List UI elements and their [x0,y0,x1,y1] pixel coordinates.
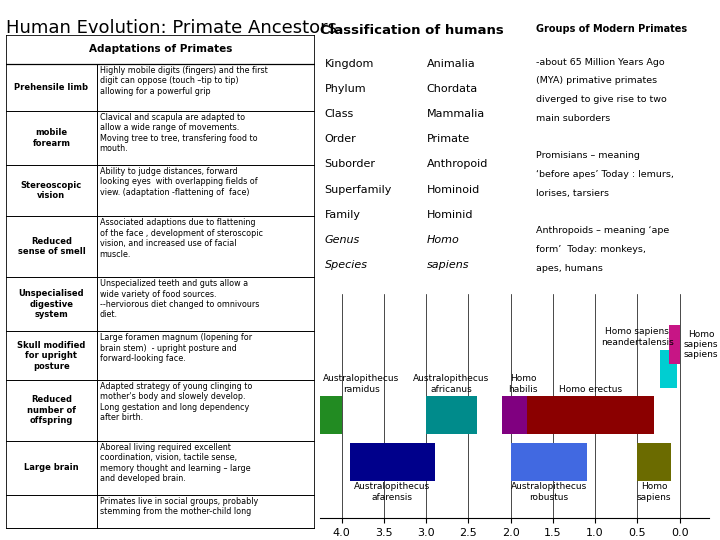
Text: Family: Family [325,210,361,220]
Text: (MYA) primative primates: (MYA) primative primates [536,76,657,85]
Text: Animalia: Animalia [426,59,475,69]
Text: Australopithecus
afarensis: Australopithecus afarensis [354,482,431,502]
Bar [502,396,544,434]
Text: lorises, tarsiers: lorises, tarsiers [536,188,609,198]
Text: Mammalia: Mammalia [426,109,485,119]
Text: -about 65 Million Years Ago: -about 65 Million Years Ago [536,58,665,66]
Text: Skull modified
for upright
posture: Skull modified for upright posture [17,341,86,370]
Text: Highly mobile digits (fingers) and the first
digit can oppose (touch –tip to tip: Highly mobile digits (fingers) and the f… [99,66,267,96]
Text: Superfamily: Superfamily [325,185,392,194]
Text: Phylum: Phylum [325,84,366,94]
Text: Large brain: Large brain [24,463,78,472]
Text: Homo
habilis: Homo habilis [508,374,538,394]
Text: Australopithecus
robustus: Australopithecus robustus [510,482,587,502]
Text: Australopithecus
ramidus: Australopithecus ramidus [323,374,399,394]
Text: Species: Species [325,260,368,270]
Bar [528,396,654,434]
Text: Unspecialised
digestive
system: Unspecialised digestive system [19,289,84,319]
Text: Anthropoid: Anthropoid [426,159,488,170]
Text: Homo sapiens
neandertalensis: Homo sapiens neandertalensis [601,327,674,347]
Text: Australopithecus
africanus: Australopithecus africanus [413,374,490,394]
Text: apes, humans: apes, humans [536,264,603,273]
Text: Groups of Modern Primates: Groups of Modern Primates [536,24,688,35]
Text: Large foramen magnum (lopening for
brain stem)  - upright posture and
forward-lo: Large foramen magnum (lopening for brain… [99,333,252,363]
Text: Kingdom: Kingdom [325,59,374,69]
Text: Anthropoids – meaning ‘ape: Anthropoids – meaning ‘ape [536,226,670,235]
Bar [660,350,677,388]
Bar [426,396,477,434]
Text: ‘before apes’ Today : lemurs,: ‘before apes’ Today : lemurs, [536,170,674,179]
Text: Hominid: Hominid [426,210,473,220]
Text: Order: Order [325,134,356,144]
Text: Homo: Homo [426,235,459,245]
Text: Stereoscopic
vision: Stereoscopic vision [21,181,82,200]
Text: Homo
sapiens
sapiens: Homo sapiens sapiens [684,329,719,359]
Text: Suborder: Suborder [325,159,376,170]
Text: main suborders: main suborders [536,114,611,123]
Text: Unspecialized teeth and guts allow a
wide variety of food sources.
--herviorous : Unspecialized teeth and guts allow a wid… [99,279,259,319]
Text: Ability to judge distances, forward
looking eyes  with overlapping fields of
vie: Ability to judge distances, forward look… [99,167,257,197]
Text: Reduced
number of
offspring: Reduced number of offspring [27,395,76,426]
Text: Homo erectus: Homo erectus [559,384,622,394]
Bar [510,443,587,481]
Text: sapiens: sapiens [426,260,469,270]
Bar [670,325,680,363]
Text: Adaptations of Primates: Adaptations of Primates [89,44,233,55]
Text: Promisians – meaning: Promisians – meaning [536,151,640,160]
Text: Chordata: Chordata [426,84,478,94]
Text: Associated adaptions due to flattening
of the face , development of steroscopic
: Associated adaptions due to flattening o… [99,218,263,259]
Text: Classification of humans: Classification of humans [320,24,504,37]
Text: Aboreal living required excellent
coordination, vision, tactile sense,
memory th: Aboreal living required excellent coordi… [99,443,250,483]
Text: Primate: Primate [426,134,470,144]
Text: form’  Today: monkeys,: form’ Today: monkeys, [536,245,647,254]
Text: diverged to give rise to two: diverged to give rise to two [536,95,667,104]
Text: Adapted strategy of young clinging to
mother's body and slowely develop.
Long ge: Adapted strategy of young clinging to mo… [99,382,252,422]
Text: Class: Class [325,109,354,119]
Bar [307,396,341,434]
Text: Reduced
sense of smell: Reduced sense of smell [17,237,85,256]
Text: Homo
sapiens: Homo sapiens [637,482,672,502]
Bar [350,443,434,481]
Bar [637,443,671,481]
Text: Prehensile limb: Prehensile limb [14,83,89,92]
Text: Hominoid: Hominoid [426,185,480,194]
Text: mobile
forearm: mobile forearm [32,128,71,147]
Text: Clavical and scapula are adapted to
allow a wide range of movements.
Moving tree: Clavical and scapula are adapted to allo… [99,113,257,153]
Text: Human Evolution: Primate Ancestors: Human Evolution: Primate Ancestors [6,19,337,37]
Text: Primates live in social groups, probably
stemming from the mother-child long: Primates live in social groups, probably… [99,497,258,516]
Text: Genus: Genus [325,235,360,245]
